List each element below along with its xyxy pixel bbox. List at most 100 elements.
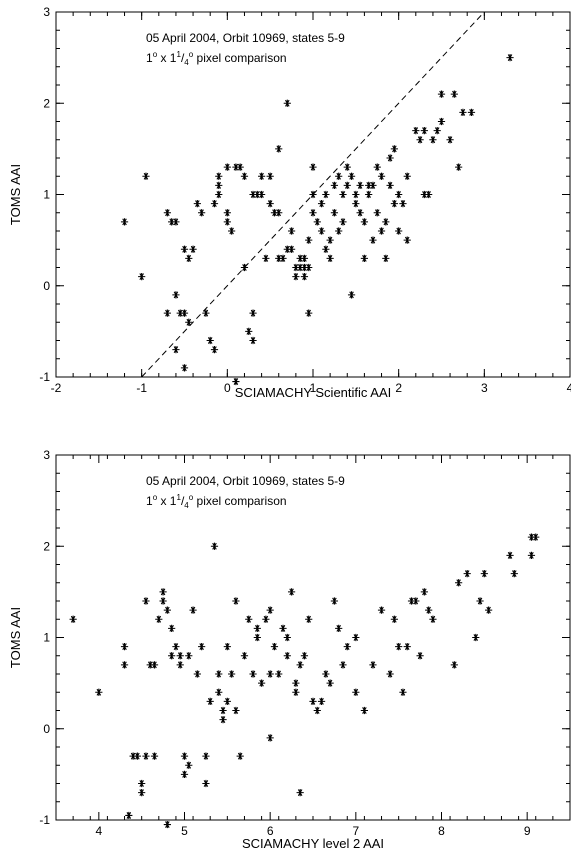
top-annotation-frac-num: 1 — [176, 50, 181, 59]
bottom-axis-ticks: 4 5 6 7 8 9 -1 0 1 2 3 — [39, 448, 571, 838]
bottom-data-point — [95, 688, 103, 696]
top-data-point — [270, 209, 279, 217]
top-data-point — [120, 218, 129, 226]
bottom-data-point — [455, 579, 463, 587]
bottom-data-point — [463, 570, 471, 578]
top-data-point — [180, 309, 189, 317]
top-points-group — [120, 54, 514, 386]
top-data-point — [382, 254, 390, 262]
top-data-point — [369, 181, 377, 189]
bottom-data-point — [275, 670, 283, 678]
bottom-data-point — [527, 551, 536, 559]
bottom-data-point — [240, 652, 249, 660]
bottom-data-point — [180, 752, 189, 760]
top-data-point — [343, 181, 351, 189]
top-data-point — [189, 245, 197, 253]
bottom-data-point — [429, 615, 437, 623]
bottom-annotation-degree-1: o — [153, 493, 158, 502]
top-data-point — [258, 172, 266, 180]
bottom-data-point — [232, 706, 240, 715]
top-annotation-x-one: x 1 — [157, 51, 177, 65]
top-y-tick-label: -1 — [39, 370, 50, 384]
bottom-data-point — [142, 752, 150, 760]
top-annotation-line1: 05 April 2004, Orbit 10969, states 5-9 — [146, 31, 345, 45]
top-data-point — [309, 163, 317, 171]
bottom-data-point — [476, 597, 484, 605]
top-data-point — [369, 236, 377, 244]
bottom-data-point — [69, 615, 77, 623]
bottom-data-point — [253, 633, 261, 642]
top-data-point — [373, 209, 381, 217]
top-annotation-suffix: pixel comparison — [193, 51, 286, 65]
bottom-data-point — [425, 606, 433, 614]
top-data-point — [326, 254, 334, 262]
top-data-point — [317, 227, 326, 235]
top-data-point — [287, 227, 296, 235]
bottom-data-point — [185, 652, 193, 660]
bottom-data-point — [399, 688, 407, 696]
top-data-point — [412, 127, 420, 135]
bottom-data-point — [510, 570, 518, 578]
top-annotation-line2: 1o x 11/4o pixel comparison — [146, 50, 287, 67]
top-x-tick-label: -2 — [51, 381, 62, 395]
top-data-point — [210, 346, 219, 354]
top-data-point — [459, 108, 467, 116]
bottom-data-point — [262, 615, 270, 623]
top-data-point — [215, 190, 223, 199]
bottom-annotation-suffix: pixel comparison — [193, 494, 286, 508]
bottom-data-point — [395, 643, 403, 651]
bottom-data-point — [485, 606, 493, 614]
top-y-tick-label: 1 — [43, 188, 50, 202]
bottom-y-axis-title: TOMS AAI — [8, 607, 23, 668]
bottom-data-point — [168, 652, 176, 660]
bottom-y-tick-label: 2 — [43, 539, 50, 553]
bottom-data-point — [412, 597, 420, 605]
top-data-point — [292, 273, 300, 281]
top-data-point — [420, 190, 428, 199]
bottom-data-point — [138, 789, 146, 797]
bottom-data-point — [249, 670, 257, 678]
top-annotation-degree-1: o — [153, 50, 158, 59]
top-data-point — [240, 263, 249, 272]
bottom-data-point — [245, 615, 253, 623]
bottom-data-point — [266, 606, 274, 614]
top-data-point — [172, 346, 180, 354]
bottom-data-point — [232, 597, 240, 605]
top-data-point — [386, 154, 394, 162]
top-data-point — [416, 136, 424, 144]
top-data-point — [335, 172, 343, 180]
bottom-data-point — [202, 752, 210, 760]
top-data-point — [330, 209, 339, 217]
bottom-data-point — [360, 706, 368, 715]
bottom-data-point — [292, 679, 300, 687]
bottom-scatter-panel: 4 5 6 7 8 9 -1 0 1 2 3 05 April 2004, Orbit 10969,… — [8, 448, 571, 851]
bottom-data-point — [189, 606, 197, 614]
bottom-data-point — [150, 661, 159, 669]
bottom-data-point — [292, 688, 300, 696]
top-data-point — [373, 163, 381, 171]
top-data-point — [206, 336, 214, 345]
top-y-tick-label: 2 — [43, 96, 50, 110]
bottom-data-point — [142, 597, 150, 605]
bottom-data-point — [129, 752, 137, 760]
top-data-point — [425, 190, 433, 199]
top-x-tick-label: 0 — [224, 381, 231, 395]
bottom-data-point — [386, 670, 394, 678]
top-annotation-frac-den: 4 — [184, 58, 189, 67]
bottom-data-point — [527, 533, 536, 541]
top-data-point — [262, 254, 270, 262]
top-data-point — [300, 273, 309, 281]
top-data-point — [305, 309, 313, 317]
top-data-point — [446, 136, 454, 144]
top-data-point — [386, 181, 394, 189]
top-data-point — [305, 236, 313, 244]
top-data-point — [437, 117, 446, 126]
top-data-point — [240, 172, 249, 180]
bottom-data-point — [506, 551, 514, 559]
bottom-data-point — [403, 643, 411, 651]
bottom-y-tick-label: 0 — [43, 722, 50, 736]
bottom-data-point — [283, 633, 291, 642]
bottom-data-point — [163, 606, 171, 614]
top-x-tick-label: 4 — [567, 381, 571, 395]
